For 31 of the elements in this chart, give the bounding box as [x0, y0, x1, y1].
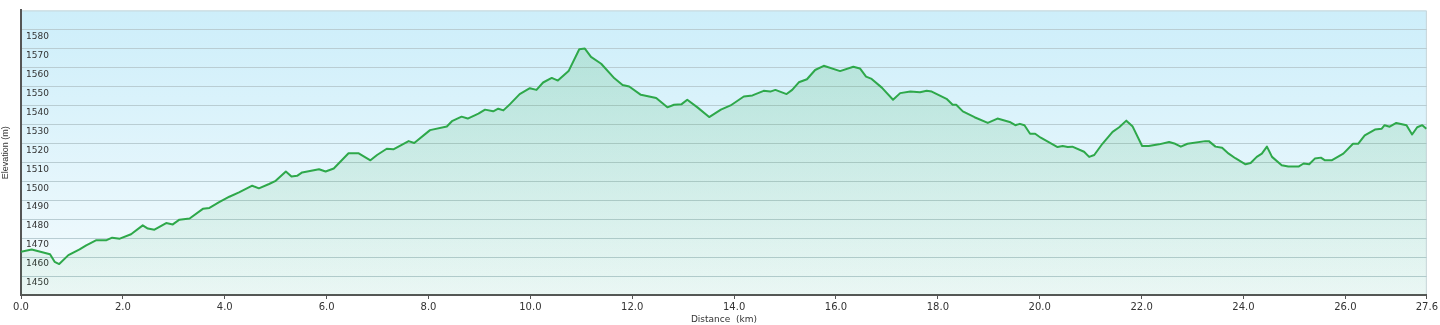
y-tick-label: 1490 — [26, 201, 50, 212]
x-tick-label: 0.0 — [13, 300, 29, 312]
x-tick-label: 2.0 — [114, 300, 131, 312]
x-tick-label: 16.0 — [824, 300, 848, 312]
y-tick-label: 1470 — [26, 239, 50, 250]
x-tick-label: 27.6 — [1415, 300, 1438, 312]
x-tick-label: 4.0 — [216, 300, 233, 312]
y-axis-title: Elevation (m) — [0, 126, 10, 180]
y-tick-label: 1450 — [26, 277, 50, 288]
x-tick-label: 24.0 — [1232, 300, 1255, 312]
y-tick-label: 1560 — [26, 68, 50, 79]
x-axis-title: Distance (km) — [690, 313, 757, 324]
x-tick-label: 8.0 — [420, 300, 437, 312]
x-tick-label: 26.0 — [1334, 300, 1357, 312]
y-tick-label: 1520 — [26, 144, 50, 155]
y-tick-label: 1500 — [26, 182, 50, 193]
x-tick-label: 14.0 — [722, 300, 746, 312]
y-tick-label: 1540 — [26, 106, 50, 117]
x-tick-label: 12.0 — [621, 300, 644, 312]
x-tick-label: 18.0 — [926, 300, 949, 312]
x-tick-label: 10.0 — [519, 300, 542, 312]
y-tick-label: 1480 — [26, 220, 50, 231]
y-tick-label: 1570 — [26, 49, 50, 60]
y-tick-label: 1460 — [26, 258, 50, 269]
x-tick-label: 6.0 — [318, 300, 335, 312]
y-tick-label: 1530 — [26, 125, 50, 136]
y-tick-label: 1580 — [26, 30, 50, 41]
y-tick-label: 1510 — [26, 163, 50, 174]
x-tick-label: 22.0 — [1130, 300, 1153, 312]
y-tick-label: 1550 — [26, 87, 50, 98]
x-tick-label: 20.0 — [1028, 300, 1051, 312]
